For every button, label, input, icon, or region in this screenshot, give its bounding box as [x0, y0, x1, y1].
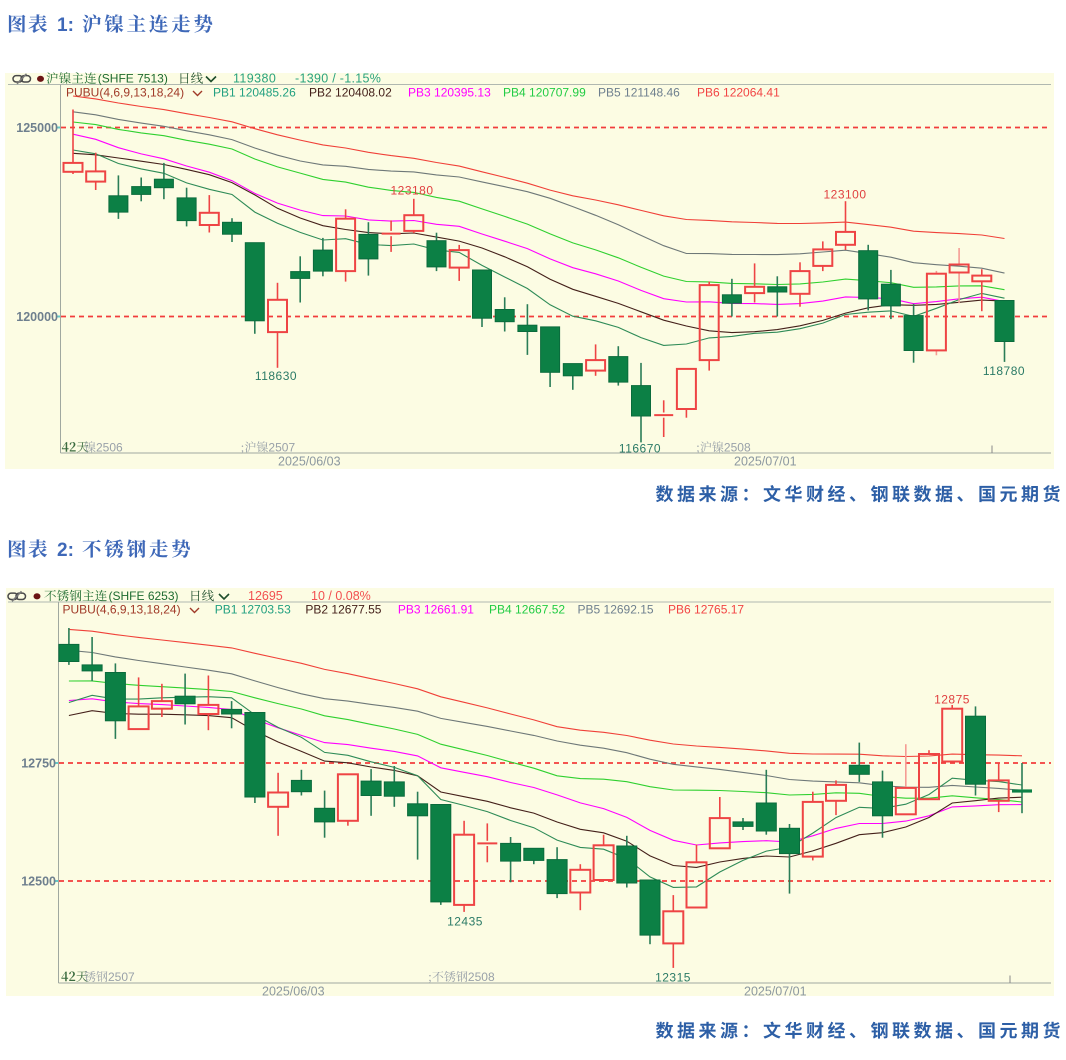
svg-text:2025/07/01: 2025/07/01 [734, 455, 797, 469]
svg-text:PB6 122064.41: PB6 122064.41 [697, 86, 780, 100]
svg-text:PUBU(4,6,9,13,18,24): PUBU(4,6,9,13,18,24) [66, 86, 184, 100]
svg-text:1:: 1: [57, 15, 74, 36]
svg-text:118630: 118630 [255, 369, 297, 383]
svg-text:PB2 12677.55: PB2 12677.55 [305, 603, 381, 617]
svg-text:2025/06/03: 2025/06/03 [262, 985, 325, 999]
svg-text:PB4 12667.52: PB4 12667.52 [489, 603, 565, 617]
svg-text:12435: 12435 [447, 915, 483, 929]
svg-text:PB4 120707.99: PB4 120707.99 [503, 86, 586, 100]
svg-text:(SHFE 6253): (SHFE 6253) [109, 589, 179, 603]
svg-text:120000: 120000 [16, 310, 58, 324]
svg-text:PB1 120485.26: PB1 120485.26 [213, 86, 296, 100]
svg-text:PB2 120408.02: PB2 120408.02 [309, 86, 392, 100]
svg-text:116670: 116670 [619, 442, 661, 456]
svg-text:2:: 2: [57, 540, 74, 561]
svg-text:123100: 123100 [823, 188, 866, 202]
svg-text:2507: 2507 [268, 441, 295, 455]
svg-text:125000: 125000 [16, 121, 58, 135]
svg-text:2025/06/03: 2025/06/03 [278, 455, 341, 469]
svg-text:2025/07/01: 2025/07/01 [744, 985, 807, 999]
svg-text:PB5 12692.15: PB5 12692.15 [578, 603, 654, 617]
svg-text:2508: 2508 [468, 970, 495, 984]
svg-text:PB3 12661.91: PB3 12661.91 [398, 603, 474, 617]
svg-text:12695: 12695 [248, 589, 283, 603]
svg-text:12500: 12500 [21, 875, 56, 889]
svg-text:12315: 12315 [655, 971, 691, 985]
svg-text:10 / 0.08%: 10 / 0.08% [311, 589, 371, 603]
svg-text:118780: 118780 [983, 364, 1025, 378]
svg-text:12750: 12750 [21, 757, 56, 771]
svg-text:PB6 12765.17: PB6 12765.17 [668, 603, 744, 617]
svg-text:2508: 2508 [724, 441, 751, 455]
svg-text:PB1 12703.53: PB1 12703.53 [215, 603, 291, 617]
svg-text:-1390 / -1.15%: -1390 / -1.15% [295, 72, 381, 86]
svg-text:12875: 12875 [934, 693, 970, 707]
svg-text:PUBU(4,6,9,13,18,24): PUBU(4,6,9,13,18,24) [63, 603, 181, 617]
svg-text:119380: 119380 [233, 72, 276, 86]
svg-text:123180: 123180 [390, 184, 433, 198]
svg-text:(SHFE 7513): (SHFE 7513) [98, 72, 168, 86]
svg-text:2506: 2506 [96, 441, 123, 455]
svg-text:PB5 121148.46: PB5 121148.46 [598, 86, 680, 100]
svg-text:2507: 2507 [108, 970, 135, 984]
svg-text:PB3 120395.13: PB3 120395.13 [408, 86, 491, 100]
